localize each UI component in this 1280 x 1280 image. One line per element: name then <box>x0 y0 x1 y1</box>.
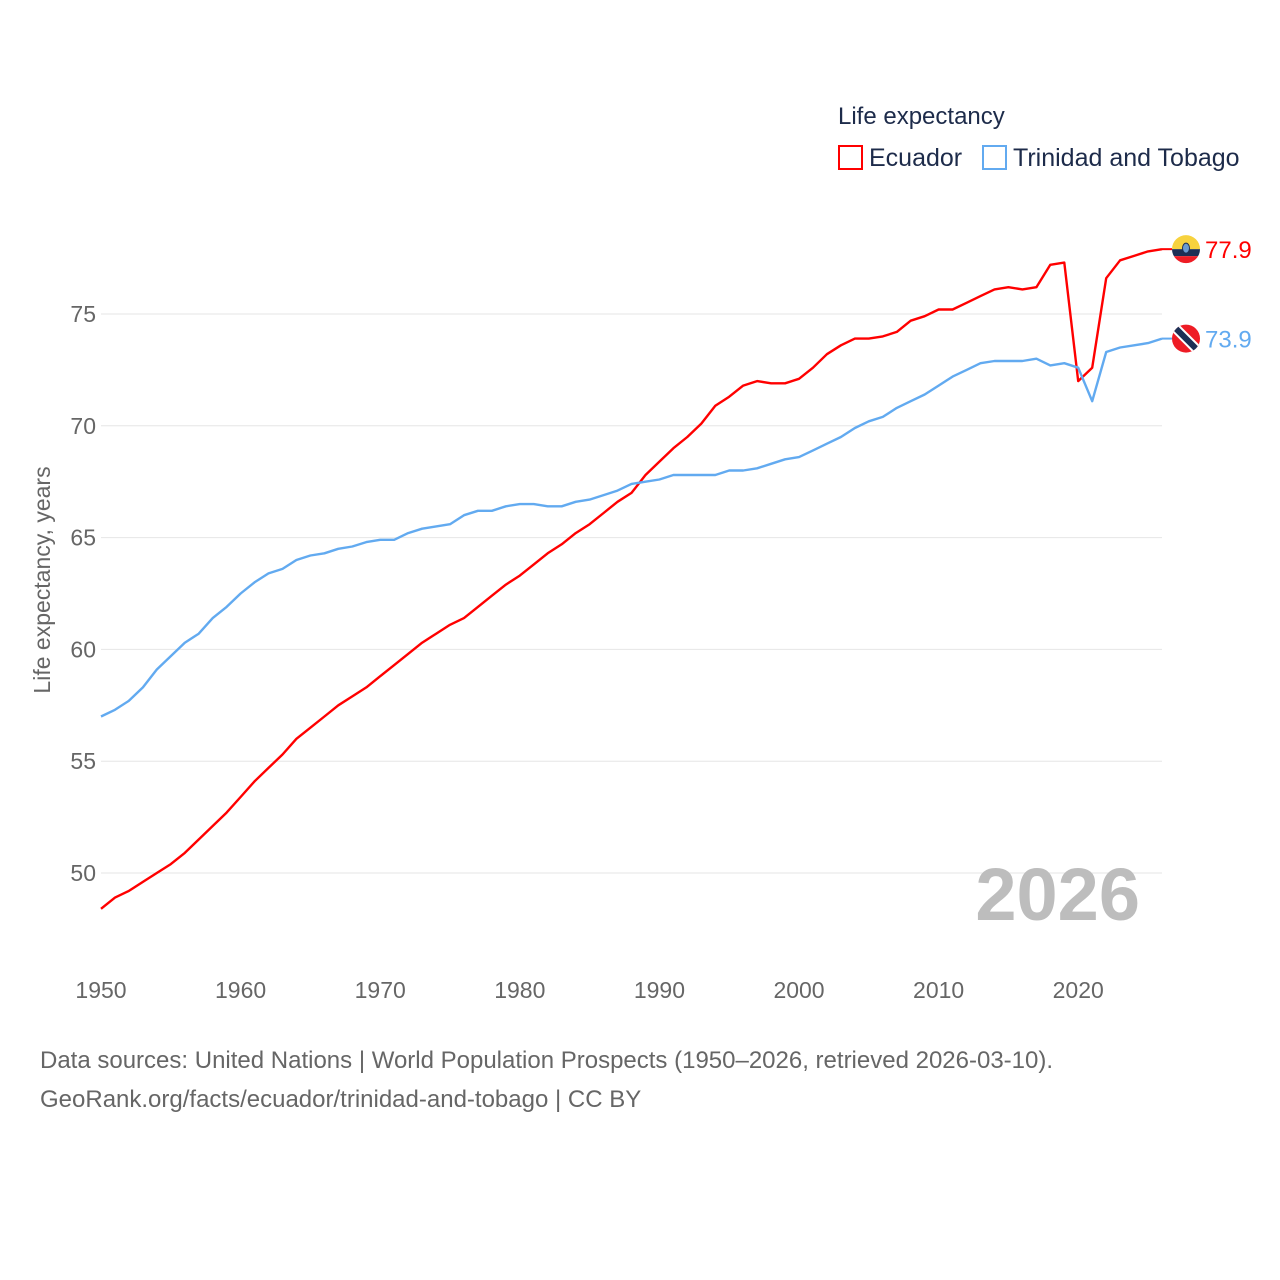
x-axis-ticks: 1950 1960 1970 1980 1990 2000 2010 2020 <box>75 977 1103 1003</box>
x-tick-label: 1960 <box>215 977 266 1003</box>
end-value-label: 77.9 <box>1205 237 1252 264</box>
series-lines <box>100 248 1163 910</box>
source-url[interactable]: GeoRank.org/facts/ecuador/trinidad-and-t… <box>40 1086 642 1113</box>
y-tick-label: 60 <box>70 636 96 662</box>
legend-label-ecuador[interactable]: Ecuador <box>869 144 962 172</box>
x-tick-label: 2020 <box>1053 977 1104 1003</box>
x-tick-label: 2000 <box>773 977 824 1003</box>
y-axis-ticks: 50 55 60 65 70 75 <box>70 301 96 886</box>
x-tick-label: 1980 <box>494 977 545 1003</box>
end-value-label: 73.9 <box>1205 327 1252 354</box>
series-line-trinidad-and-tobago[interactable] <box>100 337 1163 718</box>
gridlines <box>101 313 1162 874</box>
legend-swatch-ecuador[interactable] <box>838 145 863 170</box>
y-axis-title: Life expectancy, years <box>29 466 55 693</box>
x-tick-label: 1970 <box>355 977 406 1003</box>
legend-swatch-trinidad[interactable] <box>982 145 1007 170</box>
series-end-labels: 77.9 73.9 <box>1162 235 1252 354</box>
x-tick-label: 2010 <box>913 977 964 1003</box>
series-line-ecuador[interactable] <box>100 248 1163 910</box>
y-tick-label: 75 <box>70 301 96 327</box>
legend: Life expectancy Ecuador Trinidad and Tob… <box>838 103 1240 172</box>
x-tick-label: 1950 <box>75 977 126 1003</box>
ecuador-flag-icon <box>1172 235 1200 264</box>
y-tick-label: 70 <box>70 413 96 439</box>
year-watermark: 2026 <box>975 853 1140 936</box>
y-tick-label: 65 <box>70 525 96 551</box>
source-line: Data sources: United Nations | World Pop… <box>40 1047 1054 1074</box>
y-tick-label: 50 <box>70 860 96 886</box>
y-tick-label: 55 <box>70 748 96 774</box>
legend-label-trinidad[interactable]: Trinidad and Tobago <box>1013 144 1240 172</box>
trinidad-and-tobago-flag-icon <box>1172 324 1200 353</box>
legend-title: Life expectancy <box>838 103 1005 130</box>
x-tick-label: 1990 <box>634 977 685 1003</box>
